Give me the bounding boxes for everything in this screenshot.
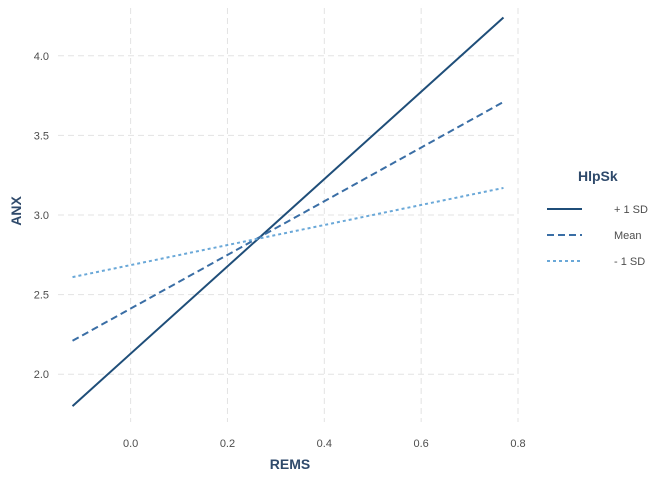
- legend-label: Mean: [614, 230, 642, 242]
- y-tick-label: 2.0: [34, 369, 49, 381]
- legend-title: HlpSk: [578, 168, 618, 184]
- y-tick-label: 4.0: [34, 51, 49, 63]
- legend: HlpSk + 1 SD Mean - 1 SD: [547, 168, 648, 268]
- series-line: [72, 186, 504, 279]
- series-line: [71, 16, 505, 407]
- x-tick-labels: 0.0 0.2 0.4 0.6 0.8: [123, 438, 526, 450]
- x-tick-label: 0.6: [414, 438, 429, 450]
- y-tick-label: 2.5: [34, 290, 49, 302]
- series-lines: [71, 16, 505, 407]
- legend-label: - 1 SD: [614, 256, 645, 268]
- y-axis-title: ANX: [8, 196, 24, 226]
- y-tick-label: 3.0: [34, 210, 49, 222]
- x-axis-title: REMS: [270, 456, 310, 472]
- x-tick-label: 0.0: [123, 438, 138, 450]
- x-tick-label: 0.8: [510, 438, 525, 450]
- y-gridlines: [58, 55, 518, 375]
- series-line: [72, 101, 504, 342]
- x-tick-label: 0.4: [317, 438, 332, 450]
- x-tick-label: 0.2: [220, 438, 235, 450]
- y-tick-label: 3.5: [34, 130, 49, 142]
- legend-label: + 1 SD: [614, 204, 648, 216]
- legend-items: + 1 SD Mean - 1 SD: [547, 204, 648, 268]
- y-tick-labels: 2.0 2.5 3.0 3.5 4.0: [34, 51, 49, 381]
